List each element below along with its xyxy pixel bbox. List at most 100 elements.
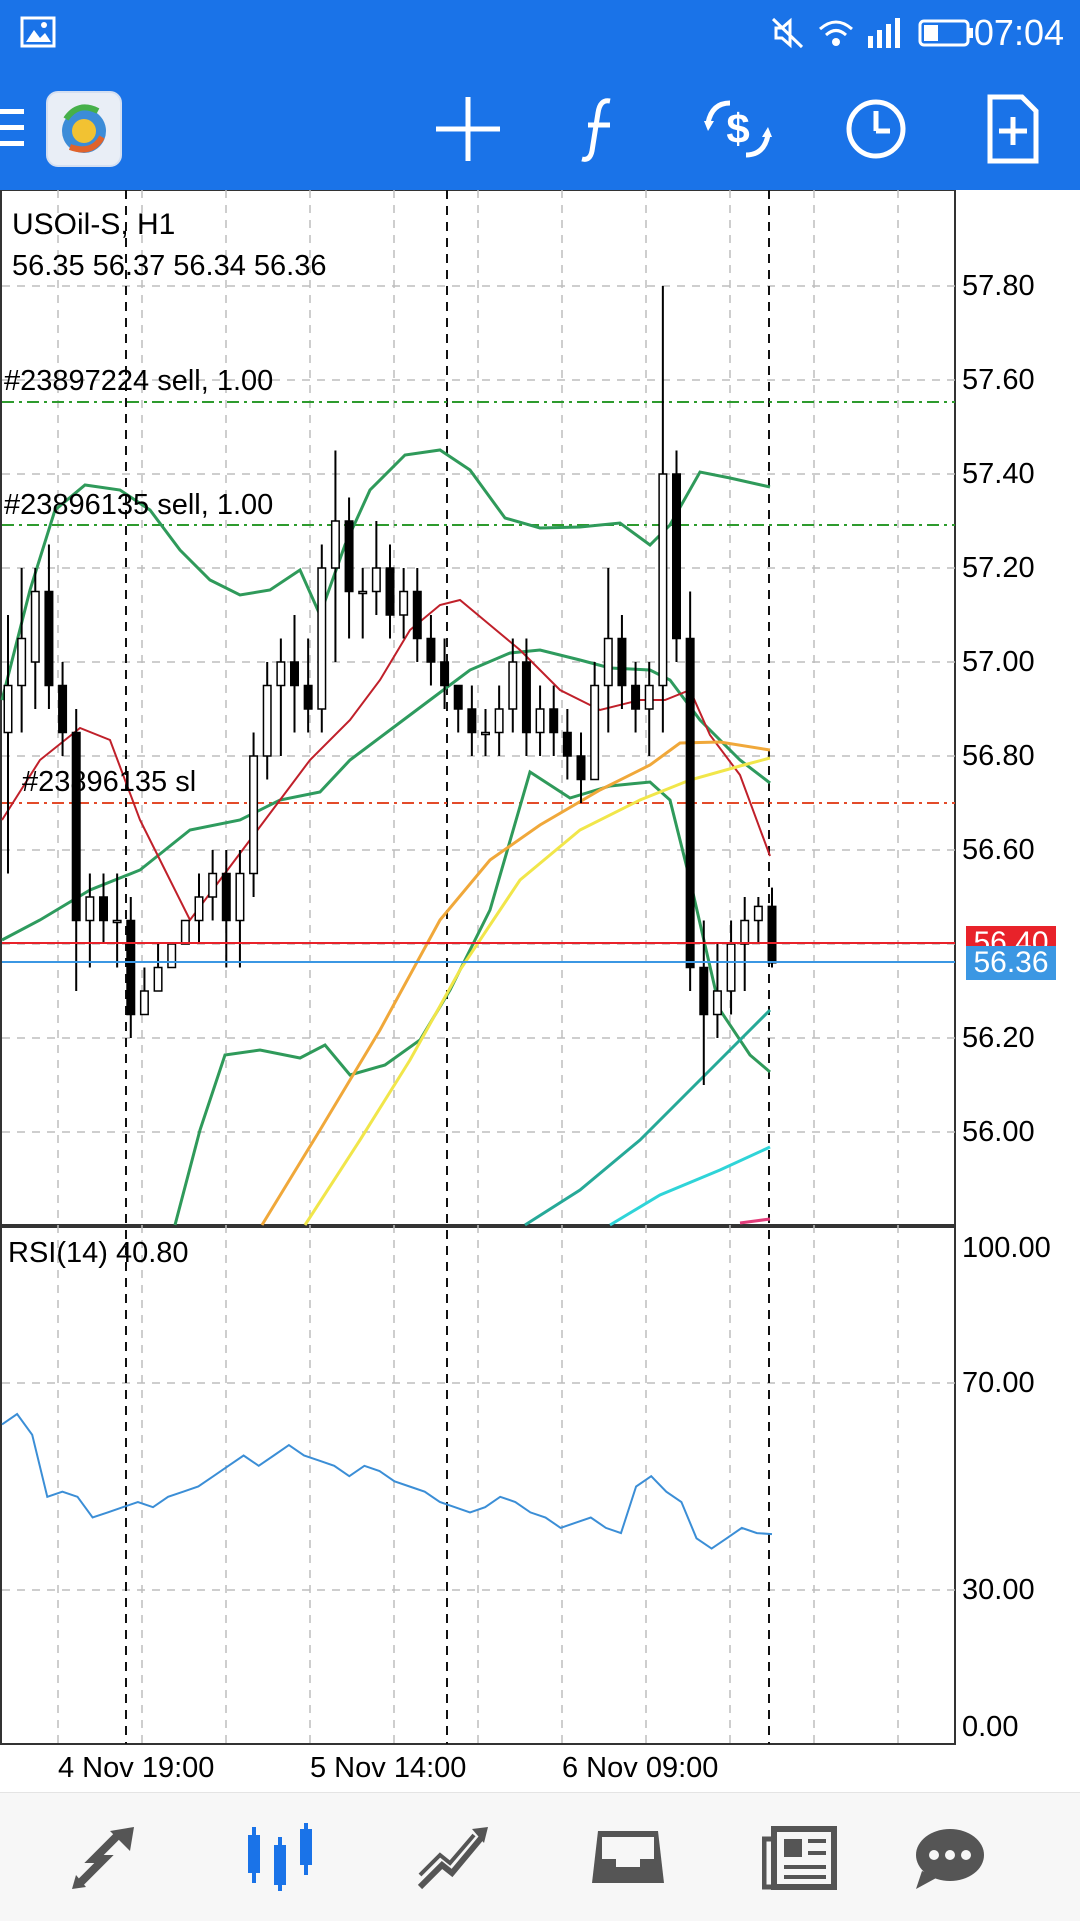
candle-body	[208, 872, 218, 898]
candle-body	[17, 637, 27, 687]
rsi-label: RSI(14) 40.80	[8, 1237, 189, 1269]
candle-body	[494, 708, 504, 734]
order-label-2: #23896135 sell, 1.00	[4, 489, 274, 521]
price-tick: 57.60	[962, 364, 1035, 396]
candle-body	[399, 590, 409, 616]
candle-body	[576, 755, 586, 781]
candle-body	[767, 905, 777, 964]
candle-body	[480, 731, 491, 736]
candle-body	[126, 919, 136, 1016]
candle-body	[508, 661, 518, 710]
ma-yellow	[303, 756, 771, 1226]
time-tick: 6 Nov 09:00	[562, 1752, 719, 1784]
svg-text:$: $	[726, 105, 749, 152]
stop-loss-label: #23896135 sl	[22, 766, 197, 798]
bollinger-upper	[0, 448, 771, 701]
time-tick: 4 Nov 19:00	[58, 1752, 215, 1784]
rsi-tick: 30.00	[962, 1574, 1035, 1606]
menu-icon[interactable]	[0, 105, 26, 151]
candle-body	[153, 966, 163, 992]
candle-body	[317, 567, 327, 710]
candle-body	[385, 567, 395, 616]
candle-body	[330, 520, 340, 569]
vertical-grid	[57, 190, 899, 1744]
candle-body	[549, 708, 559, 734]
candle-body	[139, 990, 149, 1016]
rsi-line	[1, 1412, 773, 1550]
chart-symbol-title: USOil-S, H1	[12, 208, 176, 241]
candle-body	[235, 872, 245, 922]
new-order-icon[interactable]	[976, 93, 1048, 165]
candle-body	[71, 731, 81, 922]
indicators-icon[interactable]	[566, 93, 638, 165]
price-tick: 56.60	[962, 834, 1035, 866]
app-logo[interactable]	[46, 91, 122, 167]
candle-body	[344, 520, 354, 593]
quotes-icon[interactable]	[70, 1823, 150, 1893]
wifi-icon	[819, 20, 853, 46]
crosshair-icon[interactable]	[432, 93, 504, 165]
period-icon[interactable]	[840, 93, 912, 165]
current-price-tag: 56.36	[966, 946, 1056, 980]
candle-body	[249, 755, 259, 875]
candle-body	[58, 684, 68, 734]
order-label-1: #23897224 sell, 1.00	[4, 365, 274, 397]
news-tab-icon[interactable]	[762, 1823, 842, 1893]
candles	[3, 286, 777, 1085]
trade-tab-icon[interactable]	[414, 1823, 494, 1893]
price-tick: 57.00	[962, 646, 1035, 678]
app-logo-icon	[62, 104, 106, 153]
candle-body	[412, 590, 422, 640]
candle-body	[603, 637, 613, 687]
candle-body	[726, 943, 736, 992]
candle-body	[590, 684, 600, 781]
candle-body	[753, 905, 763, 922]
mute-icon	[771, 17, 804, 49]
candle-body	[617, 637, 627, 687]
candle-body	[44, 590, 54, 687]
history-tab-icon[interactable]	[588, 1823, 668, 1893]
candle-body	[3, 684, 13, 734]
candle-body	[167, 943, 177, 969]
price-tick: 57.20	[962, 552, 1035, 584]
bollinger-lower	[173, 769, 771, 1226]
rsi-tick: 70.00	[962, 1367, 1035, 1399]
candle-body	[221, 872, 231, 922]
candle-body	[521, 661, 531, 734]
candle-body	[740, 919, 750, 945]
candle-body	[180, 919, 190, 945]
bottom-navigation	[0, 1792, 1080, 1921]
chat-tab-icon[interactable]	[910, 1823, 990, 1893]
candle-body	[535, 708, 545, 734]
candle-body	[262, 684, 272, 757]
candle-body	[194, 896, 204, 922]
price-tick: 56.00	[962, 1116, 1035, 1148]
time-tick: 5 Nov 14:00	[310, 1752, 467, 1784]
ma-pink	[739, 1217, 771, 1225]
candle-body	[631, 684, 641, 710]
chart-tab-icon[interactable]	[240, 1823, 320, 1893]
candle-body	[671, 473, 682, 640]
chart-ohlc-values: 56.35 56.37 56.34 56.36	[12, 250, 327, 282]
candle-body	[467, 708, 477, 734]
candle-body	[98, 896, 109, 922]
candle-body	[276, 661, 286, 687]
candle-body	[289, 661, 300, 687]
candle-body	[358, 590, 368, 595]
gallery-notification-icon	[20, 16, 56, 48]
candle-body	[85, 896, 95, 922]
status-bar: 07:04	[0, 0, 1080, 65]
candle-body	[453, 684, 463, 710]
price-tick: 56.20	[962, 1022, 1035, 1054]
ma-teal	[524, 1008, 772, 1227]
candle-body	[30, 590, 40, 663]
price-tick: 56.80	[962, 740, 1035, 772]
price-tick: 57.40	[962, 458, 1035, 490]
price-chart[interactable]	[0, 190, 1080, 1790]
candle-body	[685, 637, 695, 969]
candle-body	[303, 684, 313, 710]
ma-red	[1, 598, 771, 922]
battery-icon	[918, 19, 973, 47]
candle-body	[658, 473, 668, 687]
trade-icon[interactable]: $	[702, 93, 774, 165]
